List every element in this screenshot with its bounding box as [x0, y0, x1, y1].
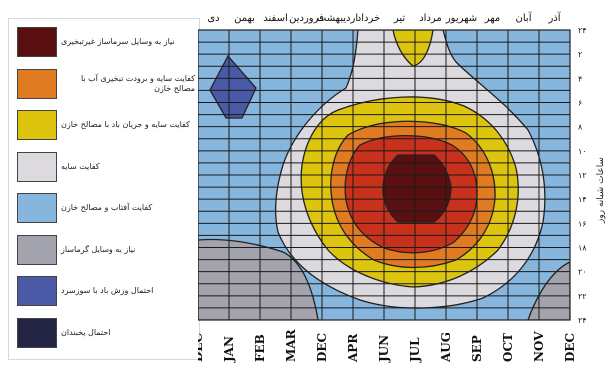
- y-tick-label: ۲۴: [578, 26, 587, 35]
- x-tick-label-top: بهمن: [234, 13, 255, 24]
- x-tick-label-top: خرداد: [357, 13, 380, 24]
- region-cooling: [382, 154, 452, 223]
- y-tick-label: ۲۰: [578, 268, 587, 277]
- x-tick-label-bottom: OCT: [501, 333, 515, 362]
- x-tick-label-bottom: JAN: [222, 336, 236, 363]
- legend-swatch: [17, 276, 57, 306]
- x-tick-label-bottom: DEC: [315, 333, 329, 362]
- legend-swatch: [17, 317, 57, 348]
- legend-swatch: [17, 151, 57, 182]
- y-tick-label: ۲: [578, 50, 582, 59]
- x-tick-label-top: فروردین: [289, 13, 324, 24]
- x-tick-label-bottom: DEC: [563, 333, 577, 362]
- legend-swatch: [17, 27, 57, 57]
- y-tick-label: ۲۲: [578, 292, 587, 301]
- x-tick-label-top: مرداد: [419, 13, 442, 24]
- legend-item: نیاز به وسایل سرماساز غیرتبخیری: [17, 25, 195, 59]
- legend-swatch: [17, 68, 57, 99]
- x-tick-label-bottom: FEB: [253, 334, 267, 362]
- y-tick-label: ۱۰: [578, 147, 587, 156]
- x-tick-label-bottom: JUN: [377, 335, 391, 363]
- y-tick-label: ۸: [578, 123, 583, 132]
- legend-label: احتمال وزش باد با سوزسرد: [61, 286, 154, 295]
- x-tick-label-top: اردیبهشت: [317, 13, 358, 24]
- legend-label: نیاز به وسایل سرماساز غیرتبخیری: [61, 37, 175, 46]
- x-tick-label-bottom: JUL: [408, 337, 422, 363]
- legend-item: نیاز به وسایل گرماساز: [17, 233, 195, 267]
- x-tick-label-bottom: SEP: [470, 335, 484, 362]
- legend-swatch: [17, 110, 57, 140]
- y-tick-label: ۱۴: [578, 195, 587, 204]
- x-tick-label-top: اسفند: [263, 13, 287, 24]
- x-tick-label-top: آذر: [547, 11, 561, 24]
- x-tick-label-top: آبان: [516, 11, 533, 24]
- y-tick-label: ۱۲: [578, 171, 587, 180]
- x-axis-bottom: DEC JAN FEB MAR DEC APR JUN JUL AUG SEP OCT NOV DEC: [198, 328, 577, 363]
- plot-border: [198, 29, 571, 321]
- chart-legend: نیاز به وسایل سرماساز غیرتبخیری کفایت سای…: [8, 18, 200, 360]
- legend-item: کفایت سایه: [17, 150, 195, 184]
- legend-label: نیاز به وسایل گرماساز: [61, 244, 136, 254]
- y-tick-label: ۲۴: [578, 316, 587, 325]
- x-tick-label-top: تیر: [393, 13, 406, 24]
- legend-label: کفایت سایه: [61, 161, 100, 171]
- legend-label: احتمال یخبندان: [61, 327, 111, 337]
- legend-label: کفایت سایه و جریان باد با مصالح خازن: [61, 120, 190, 129]
- legend-item: کفایت آفتاب و مصالح خازن: [17, 191, 195, 225]
- x-tick-label-top: مهر: [484, 13, 500, 24]
- legend-label: کفایت آفتاب و مصالح خازن: [61, 203, 153, 212]
- y-tick-label: ۶: [578, 99, 582, 108]
- legend-label: کفایت سایه و برودت تبخیری آب با مصالح خا…: [80, 73, 195, 93]
- y-tick-label: ۱۸: [578, 244, 587, 253]
- legend-swatch: [17, 234, 57, 265]
- legend-swatch: [17, 193, 57, 223]
- x-tick-label-bottom: NOV: [532, 331, 546, 362]
- legend-item: احتمال وزش باد با سوزسرد: [17, 274, 195, 308]
- y-tick-label: ۴: [578, 74, 582, 83]
- x-tick-label-bottom: APR: [346, 333, 360, 363]
- x-tick-label-top: دی: [207, 13, 219, 24]
- y-tick-label: ۱۶: [578, 219, 587, 228]
- chart-grid: [198, 30, 570, 320]
- x-tick-label-bottom: MAR: [284, 328, 298, 362]
- legend-item: احتمال یخبندان: [17, 316, 195, 350]
- x-tick-label-bottom: DEC: [198, 333, 205, 362]
- legend-item: کفایت سایه و جریان باد با مصالح خازن: [17, 108, 195, 142]
- x-tick-label-top: شهریور: [445, 13, 477, 24]
- x-tick-label-bottom: AUG: [439, 332, 453, 363]
- legend-item: کفایت سایه و برودت تبخیری آب با مصالح خا…: [17, 67, 195, 101]
- y-axis-label: ساعات شبانه روز: [596, 157, 606, 224]
